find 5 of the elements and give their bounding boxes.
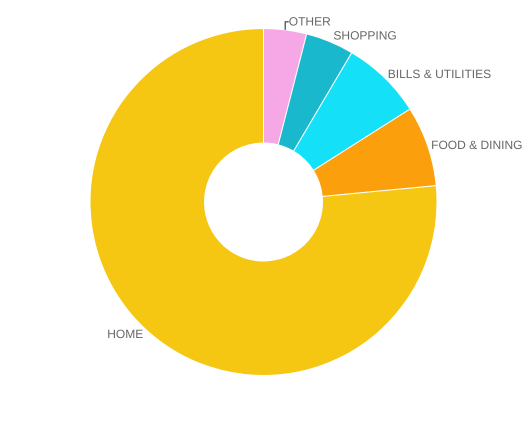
- slice-label: HOME: [107, 327, 144, 342]
- slice-label: SHOPPING: [333, 28, 397, 43]
- slice-label: FOOD & DINING: [431, 138, 522, 152]
- slice-label: OTHER: [288, 14, 332, 29]
- slice-label: BILLS & UTILITIES: [388, 66, 492, 81]
